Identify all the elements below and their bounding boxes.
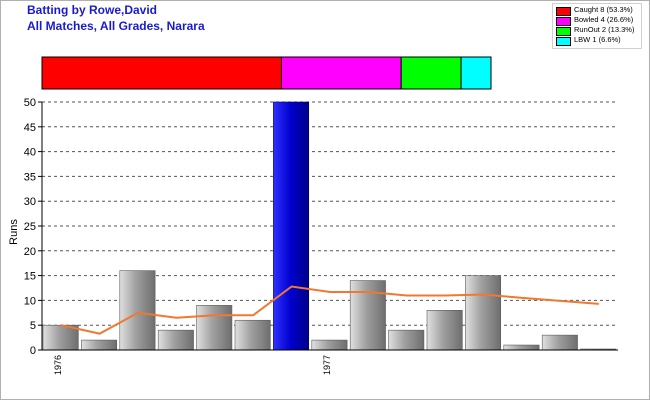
bar: [157, 329, 194, 351]
y-tick-label: 0: [30, 345, 36, 357]
chart-subtitle: All Matches, All Grades, Narara: [27, 19, 205, 33]
bar: [426, 310, 463, 351]
bar: [541, 334, 578, 351]
bar: [388, 329, 425, 351]
y-tick-label: 30: [24, 196, 36, 208]
x-tick-label: 1976: [53, 355, 63, 375]
legend-swatch-lbw: [556, 37, 571, 46]
legend-label-caught: Caught 8 (53.3%): [574, 5, 633, 14]
dismissal-segment-3: [460, 56, 492, 90]
y-tick-label: 5: [30, 320, 36, 332]
y-tick-label: 20: [24, 246, 36, 258]
dismissal-segment-1: [280, 56, 402, 90]
bar: [42, 324, 79, 351]
legend-swatch-bowled: [556, 17, 571, 26]
bar: [81, 339, 118, 351]
legend-label-runout: RunOut 2 (13.3%): [574, 25, 635, 34]
chart-title: Batting by Rowe,David: [27, 3, 158, 17]
legend-swatch-caught: [556, 7, 571, 16]
y-tick-label: 15: [24, 271, 36, 283]
y-tick-label: 10: [24, 295, 36, 307]
legend-swatch-runout: [556, 27, 571, 36]
legend: Caught 8 (53.3%) Bowled 4 (26.6%) RunOut…: [552, 3, 642, 49]
bar: [196, 305, 233, 351]
y-tick-label: 35: [24, 171, 36, 183]
legend-label-bowled: Bowled 4 (26.6%): [574, 15, 634, 24]
y-ticks: 0 5 10 15 20 25 30 35 40 45 50: [24, 97, 42, 357]
y-tick-label: 40: [24, 147, 36, 159]
trend-line: [60, 285, 599, 335]
x-ticks: 1976 1977: [53, 355, 332, 375]
legend-item-caught: Caught 8 (53.3%): [556, 5, 642, 16]
dismissal-segment-0: [41, 56, 282, 90]
dismissal-segment-2: [400, 56, 462, 90]
legend-item-lbw: LBW 1 (6.6%): [556, 35, 642, 46]
bar: [311, 339, 348, 351]
y-axis-label: Runs: [8, 219, 20, 245]
bar: [503, 344, 540, 351]
bar: [119, 270, 156, 351]
y-tick-label: 50: [24, 97, 36, 109]
bar: [465, 275, 502, 351]
legend-item-bowled: Bowled 4 (26.6%): [556, 15, 642, 26]
dismissal-bar: [41, 56, 492, 90]
legend-label-lbw: LBW 1 (6.6%): [574, 35, 621, 44]
bar: [234, 319, 271, 351]
bar-highlight: [273, 101, 310, 351]
legend-item-runout: RunOut 2 (13.3%): [556, 25, 642, 36]
y-tick-label: 45: [24, 122, 36, 134]
x-tick-label: 1977: [322, 355, 332, 375]
bars: [42, 101, 617, 351]
trend-line-group: [60, 285, 599, 335]
y-tick-label: 25: [24, 221, 36, 233]
